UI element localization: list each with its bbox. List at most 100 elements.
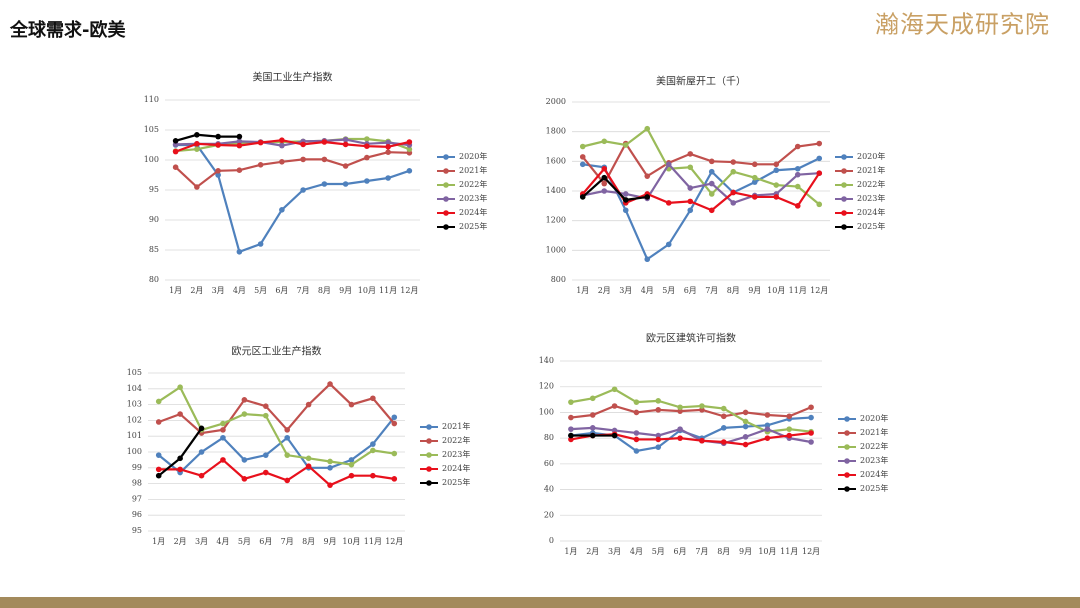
data-point <box>327 482 333 488</box>
y-tick-label: 105 <box>127 368 142 377</box>
data-point <box>751 179 758 185</box>
x-tick-label: 9月 <box>339 286 352 295</box>
chart-title: 欧元区建筑许可指数 <box>646 332 736 345</box>
data-point <box>172 148 179 155</box>
data-point <box>644 256 651 263</box>
data-point <box>155 452 162 458</box>
data-point <box>279 142 285 149</box>
data-point <box>742 418 749 425</box>
data-point <box>385 144 391 150</box>
data-point <box>589 412 596 418</box>
data-point <box>155 398 162 405</box>
data-point <box>177 411 183 417</box>
data-point <box>220 457 226 463</box>
data-point <box>262 412 269 419</box>
data-point <box>385 175 391 181</box>
x-tick-label: 10月 <box>358 286 376 295</box>
y-tick-label: 105 <box>144 125 159 134</box>
legend-marker <box>844 430 850 436</box>
y-tick-label: 1400 <box>546 186 566 195</box>
data-point <box>720 413 727 420</box>
data-point <box>406 139 413 145</box>
x-tick-label: 5月 <box>662 286 675 295</box>
legend-marker <box>443 196 449 202</box>
y-tick-label: 103 <box>127 400 142 409</box>
x-tick-label: 7月 <box>297 286 310 295</box>
legend-label: 2023年 <box>459 193 487 203</box>
data-point <box>215 133 221 140</box>
data-point <box>236 249 243 255</box>
data-point <box>321 156 328 163</box>
legend-marker <box>844 444 850 450</box>
data-point <box>568 399 574 405</box>
data-point <box>220 434 226 441</box>
y-tick-label: 96 <box>132 510 142 519</box>
series-line <box>158 382 396 435</box>
x-tick-label: 11月 <box>780 547 798 556</box>
data-point <box>321 181 328 187</box>
legend-marker <box>841 182 847 188</box>
data-point <box>177 455 183 462</box>
data-point <box>327 381 333 387</box>
legend-marker <box>426 452 432 458</box>
data-point <box>579 143 586 150</box>
data-point <box>391 414 398 421</box>
chart-title: 美国新屋开工（千） <box>656 75 746 88</box>
x-tick-label: 5月 <box>238 537 251 546</box>
series-line <box>582 157 820 261</box>
legend-marker <box>841 168 847 174</box>
data-point <box>816 201 823 208</box>
data-point <box>348 401 355 408</box>
data-point <box>364 136 370 142</box>
slide-title: 全球需求-欧美 <box>9 19 125 41</box>
data-point <box>215 168 221 174</box>
data-point <box>198 449 205 455</box>
y-tick-label: 98 <box>132 479 142 488</box>
legend-label: 2021年 <box>442 421 470 431</box>
data-point <box>687 151 694 157</box>
data-point <box>589 432 596 439</box>
chart-title: 欧元区工业生产指数 <box>232 345 322 358</box>
data-point <box>808 430 814 436</box>
data-point <box>172 138 179 144</box>
data-point <box>655 398 662 404</box>
data-point <box>708 158 715 165</box>
data-point <box>808 404 814 411</box>
legend-marker <box>426 424 432 430</box>
data-point <box>633 399 640 405</box>
data-point <box>665 241 672 248</box>
data-point <box>177 384 183 391</box>
legend-marker <box>443 154 449 160</box>
x-tick-label: 3月 <box>212 286 225 295</box>
data-point <box>194 141 200 147</box>
x-tick-label: 5月 <box>254 286 267 295</box>
y-tick-label: 97 <box>132 494 142 503</box>
series-line <box>158 385 395 466</box>
legend-marker <box>841 196 847 202</box>
data-point <box>220 420 226 427</box>
data-point <box>568 432 574 439</box>
data-point <box>708 191 715 197</box>
data-point <box>751 161 758 168</box>
x-tick-label: 8月 <box>302 537 315 546</box>
data-point <box>633 448 640 454</box>
data-point <box>262 403 269 409</box>
data-point <box>730 159 737 165</box>
data-point <box>773 167 780 174</box>
data-point <box>241 476 248 482</box>
y-tick-label: 2000 <box>546 97 566 106</box>
y-tick-label: 80 <box>149 275 159 284</box>
legend-label: 2022年 <box>442 435 470 445</box>
y-tick-label: 85 <box>149 245 159 254</box>
data-point <box>589 425 596 431</box>
data-point <box>177 466 183 473</box>
x-tick-label: 4月 <box>641 286 654 295</box>
legend-label: 2025年 <box>860 483 888 493</box>
x-tick-label: 6月 <box>275 286 288 295</box>
data-point <box>742 409 749 416</box>
legend-label: 2020年 <box>860 413 888 423</box>
x-tick-label: 2月 <box>190 286 203 295</box>
legend-marker <box>443 182 449 188</box>
data-point <box>579 194 586 200</box>
